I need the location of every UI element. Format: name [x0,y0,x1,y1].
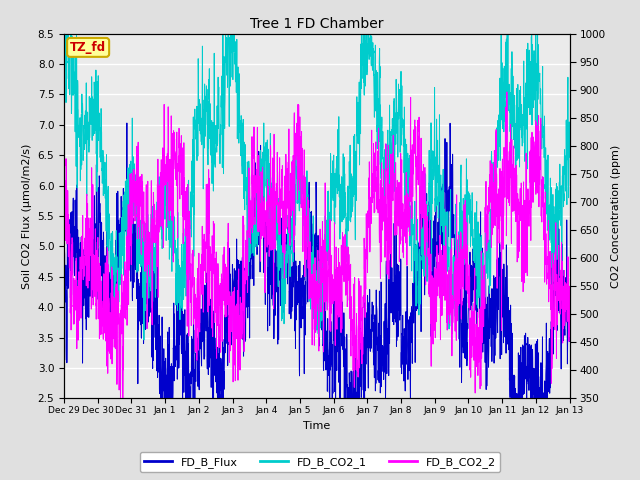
FD_B_Flux [60,396,68,401]
FD_B_Flux [123,120,131,126]
FD_B_CO2_2 [556,307,564,312]
FD_B_CO2_2 [502,127,509,132]
FD_B_CO2_1 [566,154,573,160]
Line: FD_B_CO2_1: FD_B_CO2_1 [64,34,570,344]
FD_B_CO2_1 [319,341,327,347]
FD_B_CO2_1 [276,252,284,257]
FD_B_Flux [118,244,125,250]
FD_B_CO2_2 [254,153,262,158]
Legend: FD_B_Flux, FD_B_CO2_1, FD_B_CO2_2: FD_B_Flux, FD_B_CO2_1, FD_B_CO2_2 [140,452,500,472]
FD_B_CO2_1 [61,31,69,36]
FD_B_CO2_1 [148,221,156,227]
FD_B_CO2_2 [116,396,124,401]
FD_B_CO2_2 [60,351,68,357]
Line: FD_B_CO2_2: FD_B_CO2_2 [64,92,570,398]
FD_B_CO2_2 [118,272,125,277]
FD_B_Flux [556,274,564,280]
FD_B_Flux [502,294,509,300]
FD_B_CO2_2 [566,333,573,339]
FD_B_Flux [566,319,573,324]
FD_B_CO2_2 [503,89,511,95]
FD_B_Flux [148,339,156,345]
Text: TZ_fd: TZ_fd [70,41,106,54]
FD_B_CO2_1 [254,195,262,201]
FD_B_CO2_1 [60,310,68,315]
Y-axis label: CO2 Concentration (ppm): CO2 Concentration (ppm) [611,144,621,288]
FD_B_CO2_1 [118,215,125,220]
FD_B_CO2_2 [276,231,284,237]
FD_B_CO2_1 [556,177,564,182]
FD_B_Flux [254,225,262,231]
X-axis label: Time: Time [303,420,330,431]
Line: FD_B_Flux: FD_B_Flux [64,123,570,398]
FD_B_Flux [276,251,284,256]
FD_B_CO2_2 [148,261,156,266]
Y-axis label: Soil CO2 Flux (μmol/m2/s): Soil CO2 Flux (μmol/m2/s) [22,144,32,288]
FD_B_CO2_1 [502,39,509,45]
Title: Tree 1 FD Chamber: Tree 1 FD Chamber [250,17,383,31]
